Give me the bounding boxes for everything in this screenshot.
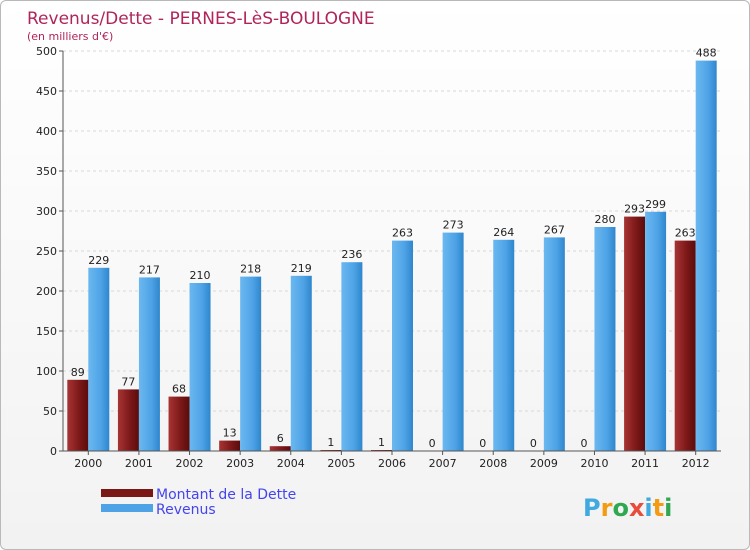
bar-revenus — [240, 276, 262, 451]
bar-dette — [624, 216, 646, 451]
legend-label: Revenus — [156, 502, 216, 518]
data-label-dette: 0 — [429, 437, 436, 450]
y-tick-label: 350 — [36, 165, 57, 178]
y-tick-label: 250 — [36, 245, 57, 258]
data-label-dette: 1 — [327, 436, 334, 449]
bar-dette — [67, 379, 89, 451]
data-label-revenus: 299 — [645, 198, 666, 211]
x-tick-label: 2000 — [74, 457, 102, 470]
data-label-revenus: 236 — [341, 248, 362, 261]
bar-dette — [219, 440, 241, 451]
data-label-dette: 6 — [277, 432, 284, 445]
bar-revenus — [594, 227, 616, 451]
chart-subtitle: (en milliers d'€) — [27, 30, 113, 43]
data-label-revenus: 263 — [392, 227, 413, 240]
data-label-dette: 13 — [223, 427, 237, 440]
data-label-revenus: 219 — [291, 262, 312, 275]
data-label-revenus: 273 — [443, 219, 464, 232]
bar-dette — [269, 446, 291, 451]
x-tick-label: 2002 — [176, 457, 204, 470]
data-label-dette: 68 — [172, 383, 186, 396]
x-tick-label: 2006 — [378, 457, 406, 470]
bar-revenus — [695, 60, 717, 451]
x-tick-label: 2009 — [530, 457, 558, 470]
bar-dette — [168, 396, 190, 451]
x-tick-label: 2005 — [327, 457, 355, 470]
y-tick-label: 0 — [50, 445, 57, 458]
logo-letter: P — [583, 494, 601, 522]
data-label-revenus: 280 — [594, 213, 615, 226]
bar-dette — [674, 240, 696, 451]
x-tick-label: 2011 — [631, 457, 659, 470]
data-label-dette: 1 — [378, 436, 385, 449]
x-tick-label: 2010 — [580, 457, 608, 470]
x-tick-label: 2007 — [429, 457, 457, 470]
bar-revenus — [341, 262, 363, 451]
bar-revenus — [645, 211, 667, 451]
bar-dette — [117, 389, 139, 451]
bar-revenus — [493, 239, 515, 451]
logo-letter: t — [653, 494, 664, 522]
bar-revenus — [543, 237, 565, 451]
data-label-revenus: 210 — [190, 269, 211, 282]
bar-revenus — [189, 283, 211, 451]
logo-letter: r — [601, 494, 613, 522]
chart-title: Revenus/Dette - PERNES-LèS-BOULOGNE — [27, 9, 375, 29]
x-tick-label: 2012 — [682, 457, 710, 470]
data-label-revenus: 229 — [88, 254, 109, 267]
y-tick-label: 450 — [36, 85, 57, 98]
bar-revenus — [138, 277, 160, 451]
x-tick-label: 2003 — [226, 457, 254, 470]
y-tick-label: 400 — [36, 125, 57, 138]
data-label-dette: 293 — [624, 203, 645, 216]
y-tick-label: 300 — [36, 205, 57, 218]
y-tick-label: 50 — [43, 405, 57, 418]
data-label-revenus: 217 — [139, 263, 160, 276]
y-tick-label: 200 — [36, 285, 57, 298]
data-label-revenus: 218 — [240, 263, 261, 276]
logo-letter: x — [629, 494, 645, 522]
legend-label: Montant de la Dette — [156, 487, 296, 503]
proxiti-logo: Proxiti — [583, 494, 672, 522]
data-label-dette: 77 — [121, 375, 135, 388]
data-label-revenus: 267 — [544, 223, 565, 236]
data-label-revenus: 264 — [493, 226, 514, 239]
data-label-dette: 0 — [580, 437, 587, 450]
logo-letter: i — [644, 494, 652, 522]
bar-revenus — [392, 240, 413, 451]
legend-swatch — [101, 489, 153, 497]
logo-letter: i — [664, 494, 672, 522]
x-tick-label: 2004 — [277, 457, 305, 470]
legend-swatch — [101, 504, 153, 512]
y-tick-label: 100 — [36, 365, 57, 378]
data-label-dette: 263 — [675, 227, 696, 240]
y-tick-label: 150 — [36, 325, 57, 338]
x-tick-label: 2001 — [125, 457, 153, 470]
bars-layer — [67, 60, 717, 451]
logo-letter: o — [612, 494, 629, 522]
bar-revenus — [88, 267, 110, 451]
data-label-dette: 0 — [530, 437, 537, 450]
data-label-dette: 0 — [479, 437, 486, 450]
data-label-revenus: 488 — [696, 47, 717, 60]
y-tick-label: 500 — [36, 45, 57, 58]
data-label-dette: 89 — [71, 366, 85, 379]
bar-revenus — [290, 275, 312, 451]
labels-layer: 89 229 77 217 68 210 13 218 6 219 1 236 1 263 0 273 0 264… — [71, 47, 717, 450]
bar-revenus — [442, 232, 464, 451]
x-tick-label: 2008 — [479, 457, 507, 470]
